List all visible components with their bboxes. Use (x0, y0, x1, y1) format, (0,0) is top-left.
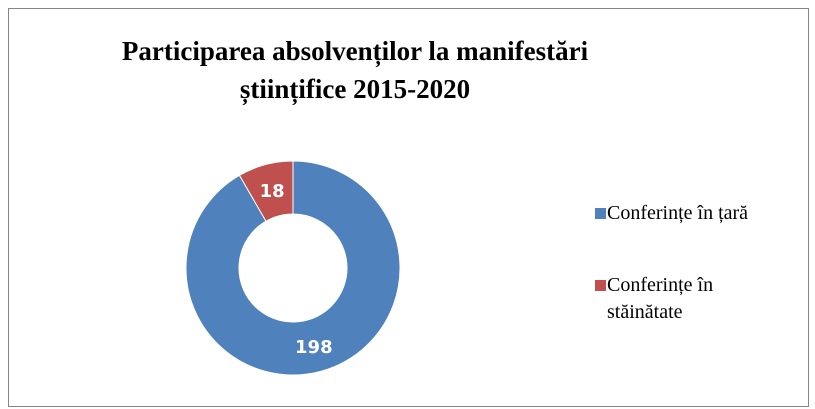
legend-swatch (595, 208, 606, 219)
legend-swatch (595, 280, 606, 291)
chart-title: Participarea absolvenților la manifestăr… (121, 36, 589, 104)
donut-slice (238, 160, 294, 222)
chart-frame (8, 8, 809, 407)
data-label: 198 (295, 337, 333, 358)
legend-label: Conferințe în stăinătate (607, 274, 714, 323)
donut-slice (185, 160, 401, 376)
legend-label: Conferințe în țară (607, 202, 749, 224)
data-label: 18 (260, 181, 285, 202)
